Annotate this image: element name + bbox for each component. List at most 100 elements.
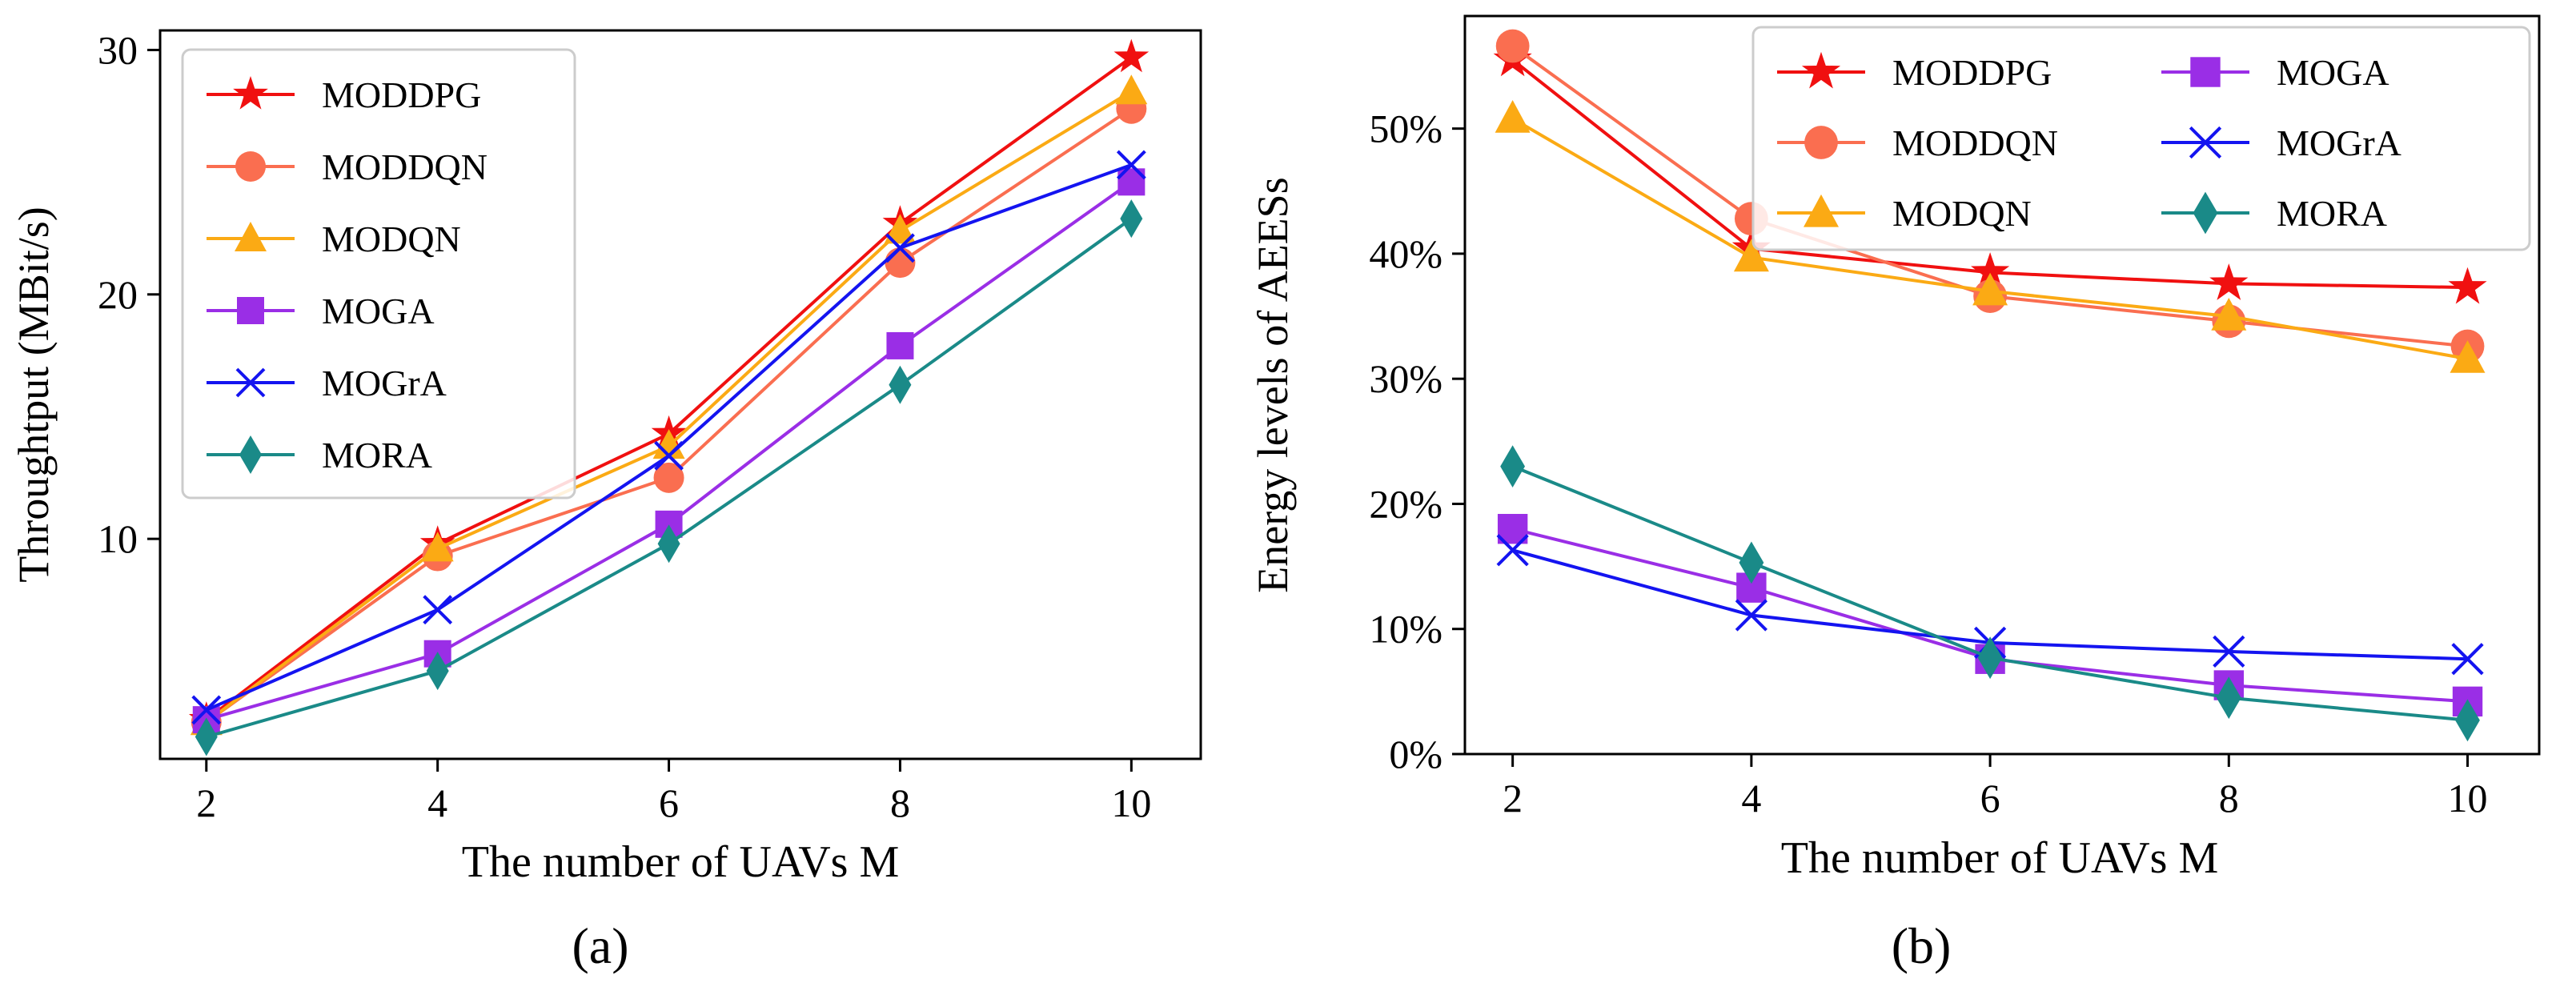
panel-a-point-moddqn-6 <box>653 462 684 493</box>
panel-b-legend-label-mogra: MOGrA <box>2277 122 2401 163</box>
panel-b-legend-marker-moga <box>2190 57 2221 87</box>
panel-a-legend-marker-mogra <box>235 367 266 398</box>
panel-a-x-tick-label-2: 2 <box>196 780 216 825</box>
panel-a-point-modqn-8 <box>884 214 917 244</box>
panel-b-legend-marker-moddpg <box>1801 51 1841 89</box>
panel-b-ticks: 2 4 6 8 10 0% 10% 20% 30% 40% 50% <box>1369 106 2487 820</box>
panel-b-legend-item-modqn: MODQN <box>1777 193 2032 234</box>
panel-b-legend-label-moddqn: MODDQN <box>1892 122 2058 163</box>
panel-b-legend-item-mogra: MOGrA <box>2161 122 2401 163</box>
panel-a-point-mora-2 <box>195 717 218 756</box>
panel-b-point-moddpg-6 <box>1971 252 2010 289</box>
panel-b-x-axis-label: The number of UAVs M <box>1781 833 2218 883</box>
panel-b-legend-item-mora: MORA <box>2161 191 2387 235</box>
panel-b-legend: MODDPG MODDQN MODQN MOGA MOGrA MORA <box>1751 26 2531 251</box>
panel-b-point-moddqn-2 <box>1495 29 1530 63</box>
panel-b-point-moddpg-10 <box>2448 267 2487 304</box>
panel-b-series-line-mora <box>1511 464 2468 722</box>
panel-b-legend-marker-mora <box>2193 191 2218 235</box>
panel-a-point-mora-4 <box>426 652 449 691</box>
panel-b-point-modqn-4 <box>1733 239 1769 272</box>
panel-b-y-tick-label-10: 10% <box>1369 607 1442 652</box>
panel-b-point-mora-6 <box>1977 636 2003 680</box>
panel-a-point-modqn-4 <box>421 532 454 562</box>
panel-b-point-mogra-8 <box>2213 635 2245 668</box>
panel-b-y-axis-label: Energy levels of AEESs <box>1249 177 1297 592</box>
panel-b-y-tick-label-40: 40% <box>1369 231 1442 276</box>
panel-a-legend-marker-moga <box>237 297 264 324</box>
panel-a-legend-box <box>181 48 576 500</box>
panel-a-point-mora-6 <box>657 524 680 564</box>
panel-a-point-mora-8 <box>889 365 912 404</box>
panel-b-point-mogra-10 <box>2451 643 2484 676</box>
panel-b-legend-label-moga: MOGA <box>2277 52 2389 93</box>
panel-a-y-tick-label-30: 30 <box>98 27 138 72</box>
panel-b-legend-item-moddpg: MODDPG <box>1777 51 2052 93</box>
panel-a-point-modqn-6 <box>652 429 685 459</box>
panel-b-legend-label-mora: MORA <box>2277 193 2387 234</box>
panel-a-legend-label-mogra: MOGrA <box>322 363 447 403</box>
panel-a-point-moddpg-10 <box>1113 38 1150 73</box>
panel-a-plot-frame <box>158 29 1202 760</box>
panel-a-legend-label-moddqn: MODDQN <box>322 146 488 187</box>
panel-b-point-modqn-6 <box>1972 272 2008 306</box>
panel-a-x-tick-label-10: 10 <box>1111 780 1151 825</box>
panel-b-legend-marker-mogra <box>2189 126 2222 159</box>
panel-b-point-mogra-2 <box>1496 534 1529 567</box>
panel-b-x-tick-label-4: 4 <box>1741 776 1761 820</box>
panel-a-y-tick-label-10: 10 <box>98 516 138 561</box>
panel-a-legend-label-modqn: MODQN <box>322 219 461 259</box>
panel-a-point-mogra-10 <box>1116 150 1146 180</box>
panel-a-y-tick-label-20: 20 <box>98 272 138 317</box>
panel-b-point-modqn-10 <box>2450 340 2486 373</box>
panel-a-point-moga-8 <box>886 331 914 359</box>
panel-a-point-mogra-8 <box>885 233 915 263</box>
panel-a-series <box>188 38 1150 756</box>
panel-a-point-mogra-6 <box>654 440 684 471</box>
panel-a-x-tick-label-8: 8 <box>890 780 910 825</box>
panel-a-legend-label-moga: MOGA <box>322 291 435 331</box>
panel-a-x-tick-label-4: 4 <box>427 780 447 825</box>
panel-b-legend-label-modqn: MODQN <box>1892 193 2032 234</box>
panel-b-series-moga <box>1497 514 2483 717</box>
panel-a-legend-label-mora: MORA <box>322 435 432 475</box>
panel-a-legend-marker-moddpg <box>233 76 268 110</box>
panel-a-x-tick-label-6: 6 <box>659 780 679 825</box>
panel-b-series <box>1493 29 2487 742</box>
panel-a-label: (a) <box>572 917 628 974</box>
panel-b-legend-label-moddpg: MODDPG <box>1892 52 2052 93</box>
panel-a-x-axis-label: The number of UAVs M <box>462 837 899 887</box>
panel-a-legend-marker-modqn <box>235 222 267 251</box>
panel-b-label: (b) <box>1892 917 1952 974</box>
panel-b-point-mora-8 <box>2216 676 2241 720</box>
panel-b-point-mogra-4 <box>1735 599 1767 632</box>
panel-a-point-modqn-10 <box>1115 74 1148 105</box>
panel-b-series-modqn <box>1495 100 2486 373</box>
panel-b-legend-item-moga: MOGA <box>2161 52 2389 93</box>
panel-b-point-modqn-8 <box>2211 298 2247 331</box>
panel-b-series-mora <box>1500 445 2480 742</box>
panel-a-legend-marker-mora <box>239 435 262 474</box>
panel-b-point-moddpg-8 <box>2209 263 2249 300</box>
panel-a-series-mora <box>195 199 1143 756</box>
panel-b-point-mora-2 <box>1500 445 1525 487</box>
panel-a-ticks: 2 4 6 8 10 10 20 30 <box>98 27 1151 825</box>
panel-b-y-tick-label-30: 30% <box>1369 356 1442 401</box>
panel-a-legend-item-modqn: MODQN <box>207 219 461 259</box>
panel-b-legend-item-moddqn: MODDQN <box>1777 122 2058 163</box>
panel-a-legend-item-moddpg: MODDPG <box>207 74 481 115</box>
panel-a-point-mogra-4 <box>423 595 453 625</box>
panel-b-legend-box <box>1751 26 2531 251</box>
panel-b-x-tick-label-2: 2 <box>1503 776 1523 820</box>
panel-a-legend-item-mora: MORA <box>207 435 432 475</box>
panel-b-energy-chart: 2 4 6 8 10 0% 10% 20% 30% 40% 50% MODDPG MODDQN MODQ… <box>1249 14 2541 974</box>
panel-a-legend: MODDPG MODDQN MODQN MOGA MOGrA MORA <box>181 48 576 500</box>
panel-b-y-tick-label-0: 0% <box>1389 732 1442 776</box>
panel-a-legend-item-mogra: MOGrA <box>207 363 447 403</box>
panel-a-point-mogra-2 <box>191 695 222 725</box>
panel-a-point-mora-10 <box>1120 199 1143 239</box>
panel-b-point-mora-4 <box>1739 541 1764 584</box>
panel-b-x-tick-label-6: 6 <box>1980 776 2000 820</box>
